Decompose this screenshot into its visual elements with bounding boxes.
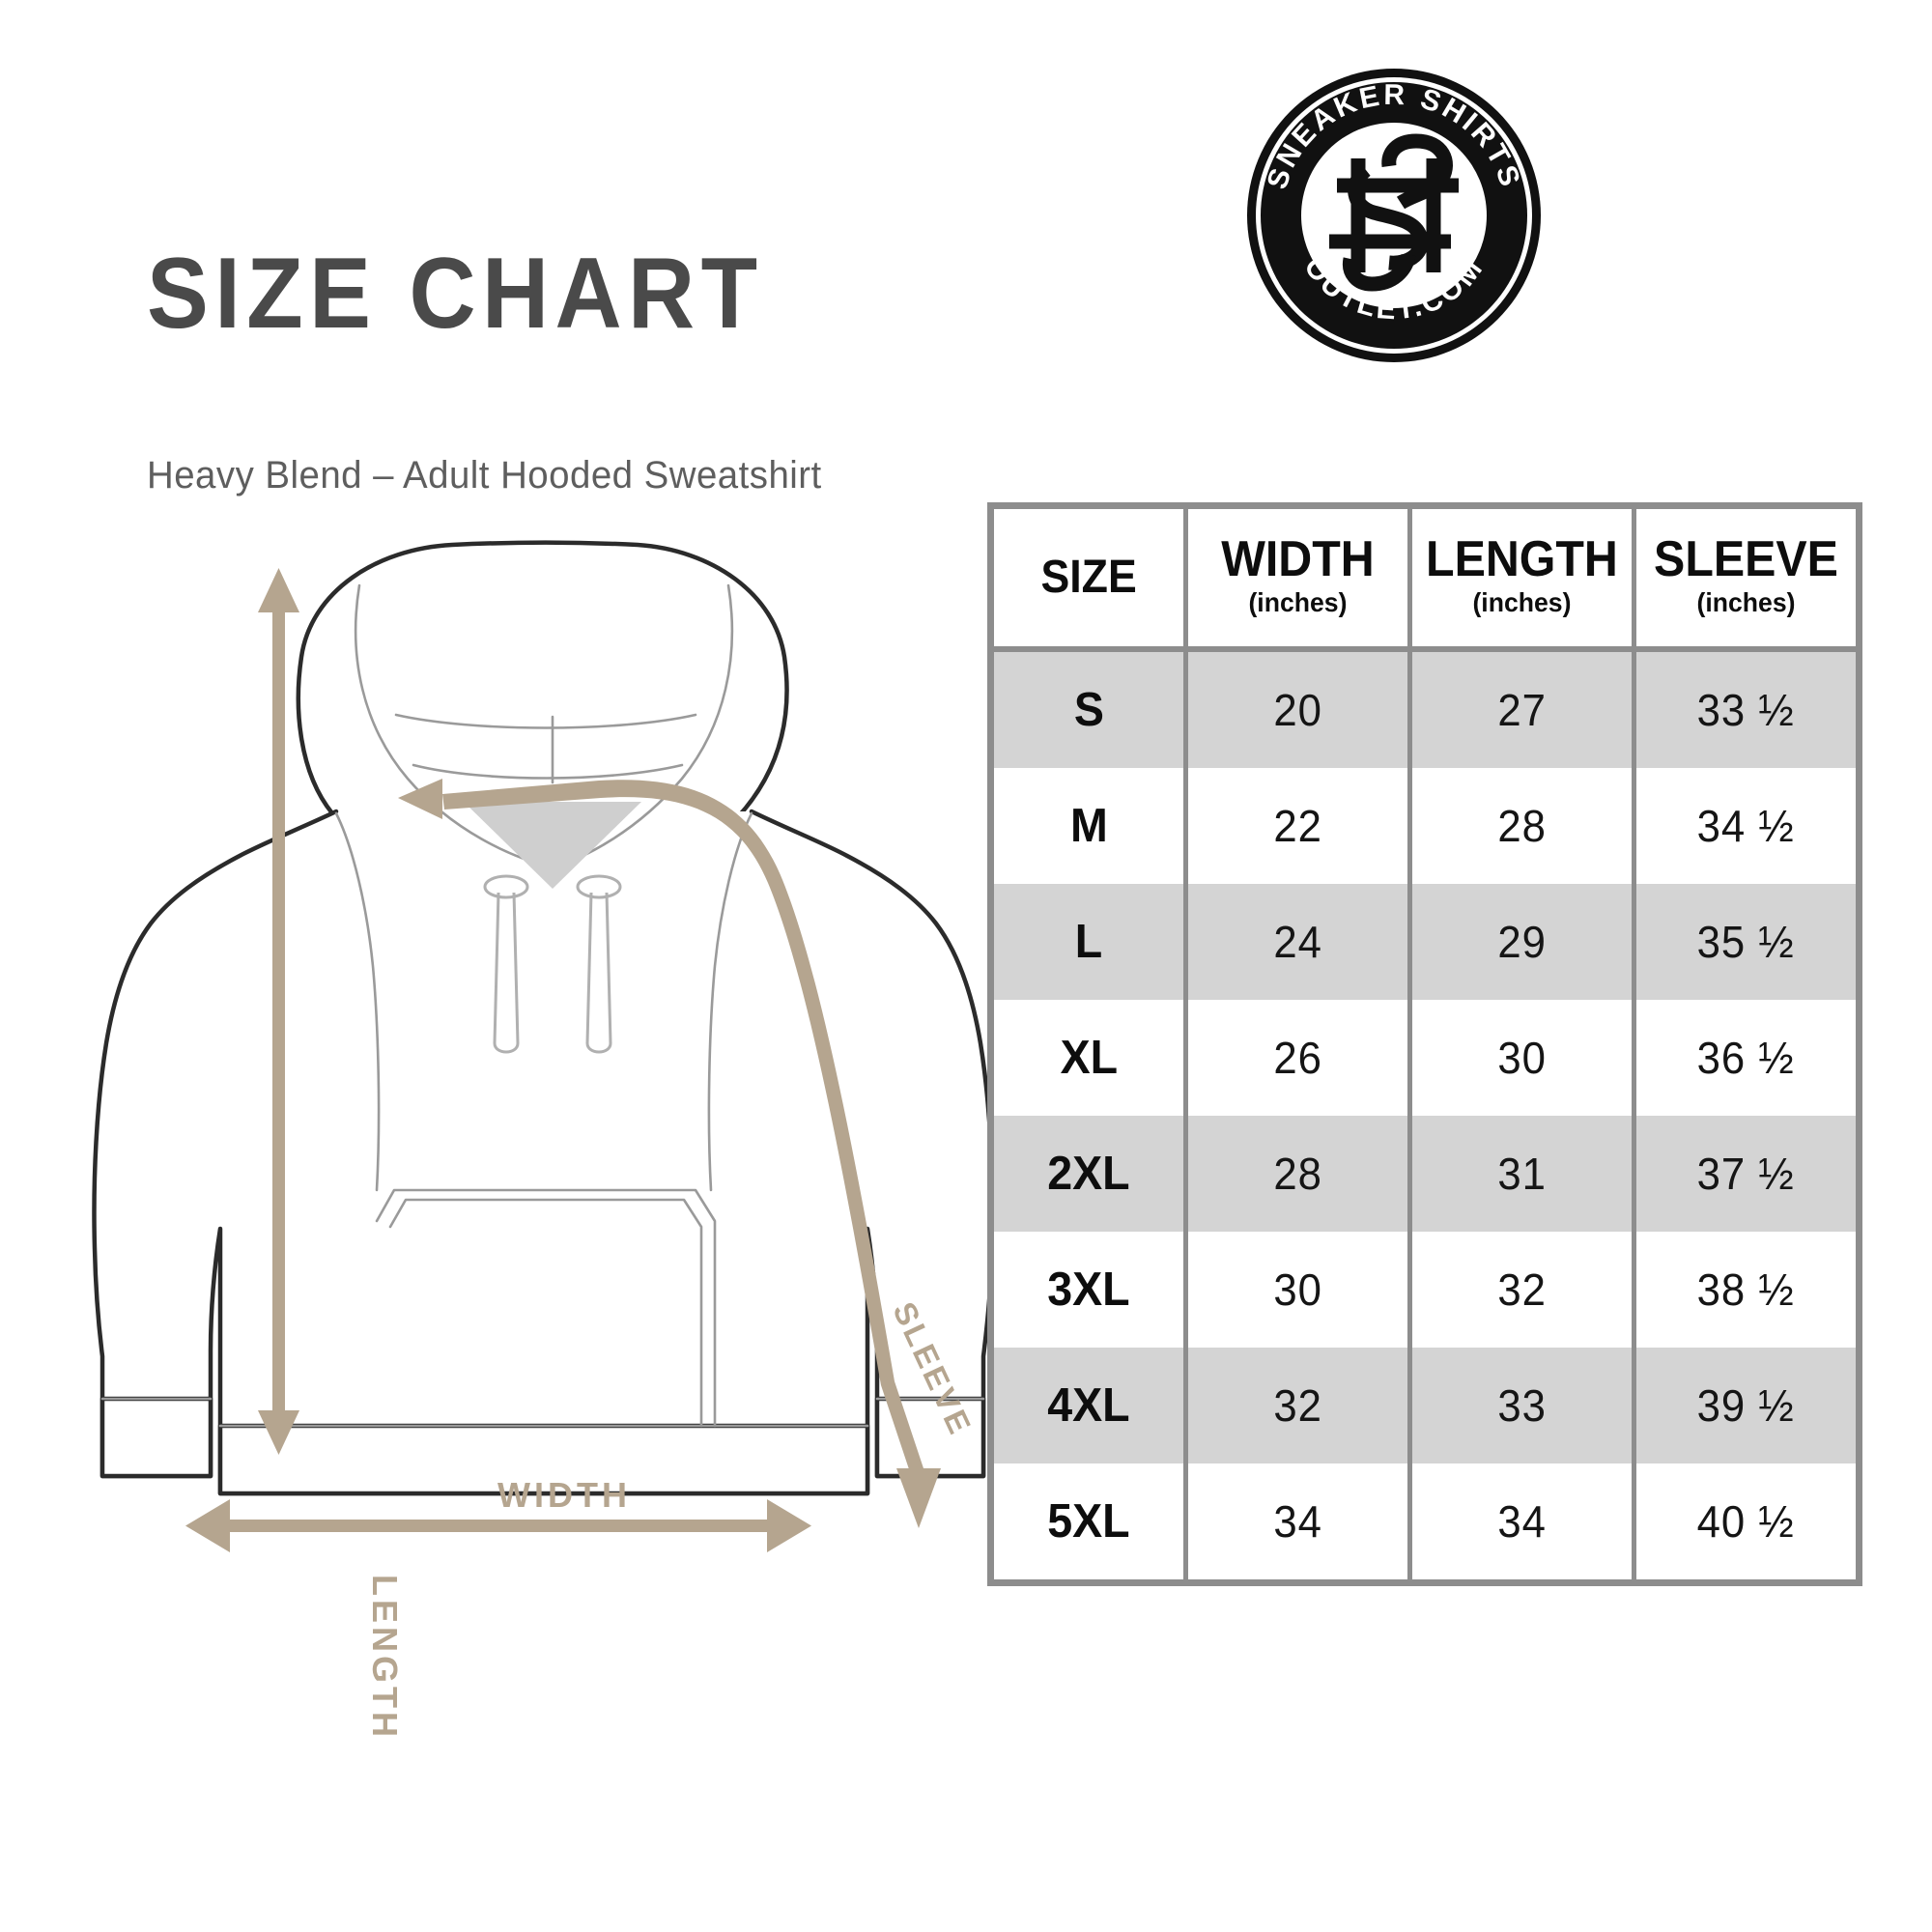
length-measure-label: LENGTH	[365, 1575, 405, 1741]
cell-size: 4XL	[994, 1348, 1184, 1463]
cell-sleeve: 38 ½	[1632, 1232, 1856, 1348]
logo-monogram	[1329, 133, 1459, 292]
cell-size: L	[994, 884, 1184, 1000]
table-row: 2XL 28 31 37 ½	[994, 1116, 1856, 1232]
size-table-body: S 20 27 33 ½ M 22 28 34 ½ L 24 29 35 ½ XL 26 30 36 ½ 2XL…	[994, 652, 1856, 1579]
cell-width: 22	[1183, 768, 1408, 884]
column-header-length-label: LENGTH	[1426, 531, 1618, 588]
table-row: 4XL 32 33 39 ½	[994, 1348, 1856, 1463]
column-header-sleeve-label: SLEEVE	[1654, 531, 1838, 588]
column-header-width-label: WIDTH	[1221, 531, 1375, 588]
cell-width: 28	[1183, 1116, 1408, 1232]
cell-size: XL	[994, 1000, 1184, 1116]
cell-size: 2XL	[994, 1116, 1184, 1232]
cell-length: 32	[1407, 1232, 1633, 1348]
size-table-container: SIZE WIDTH (inches) LENGTH (inches) SLEE…	[987, 502, 1862, 1586]
column-header-width-units: (inches)	[1248, 587, 1348, 618]
cell-size: M	[994, 768, 1184, 884]
column-header-width: WIDTH (inches)	[1183, 509, 1408, 652]
cell-size: S	[994, 652, 1184, 768]
table-row: L 24 29 35 ½	[994, 884, 1856, 1000]
cell-length: 31	[1407, 1116, 1633, 1232]
column-header-size: SIZE	[994, 509, 1184, 652]
cell-width: 30	[1183, 1232, 1408, 1348]
size-table: SIZE WIDTH (inches) LENGTH (inches) SLEE…	[987, 502, 1862, 1586]
column-header-sleeve-units: (inches)	[1696, 587, 1796, 618]
page-title: SIZE CHART	[147, 238, 764, 350]
cell-length: 33	[1407, 1348, 1633, 1463]
cell-length: 27	[1407, 652, 1633, 768]
column-header-size-label: SIZE	[1040, 551, 1137, 603]
table-row: 5XL 34 34 40 ½	[994, 1463, 1856, 1579]
cell-sleeve: 36 ½	[1632, 1000, 1856, 1116]
cell-sleeve: 39 ½	[1632, 1348, 1856, 1463]
cell-width: 20	[1183, 652, 1408, 768]
page-subtitle: Heavy Blend – Adult Hooded Sweatshirt	[147, 454, 822, 497]
cell-width: 24	[1183, 884, 1408, 1000]
cell-length: 28	[1407, 768, 1633, 884]
width-measure-label: WIDTH	[497, 1475, 631, 1515]
table-row: M 22 28 34 ½	[994, 768, 1856, 884]
column-header-length-units: (inches)	[1472, 587, 1572, 618]
cell-sleeve: 34 ½	[1632, 768, 1856, 884]
cell-sleeve: 37 ½	[1632, 1116, 1856, 1232]
measurement-arrows	[185, 568, 941, 1552]
cell-length: 30	[1407, 1000, 1633, 1116]
column-header-sleeve: SLEEVE (inches)	[1632, 509, 1856, 652]
cell-sleeve: 33 ½	[1632, 652, 1856, 768]
hoodie-illustration: WIDTH LENGTH SLEEVE	[58, 502, 1043, 1741]
cell-sleeve: 40 ½	[1632, 1463, 1856, 1579]
cell-length: 34	[1407, 1463, 1633, 1579]
cell-length: 29	[1407, 884, 1633, 1000]
cell-sleeve: 35 ½	[1632, 884, 1856, 1000]
table-row: S 20 27 33 ½	[994, 652, 1856, 768]
cell-size: 3XL	[994, 1232, 1184, 1348]
table-header-row: SIZE WIDTH (inches) LENGTH (inches) SLEE…	[994, 509, 1856, 652]
column-header-length: LENGTH (inches)	[1407, 509, 1633, 652]
cell-width: 26	[1183, 1000, 1408, 1116]
brand-logo: SNEAKER SHIRTS OUTLET.COM	[1244, 66, 1544, 365]
cell-size: 5XL	[994, 1463, 1184, 1579]
table-row: 3XL 30 32 38 ½	[994, 1232, 1856, 1348]
cell-width: 34	[1183, 1463, 1408, 1579]
size-table-head: SIZE WIDTH (inches) LENGTH (inches) SLEE…	[994, 509, 1856, 652]
table-row: XL 26 30 36 ½	[994, 1000, 1856, 1116]
cell-width: 32	[1183, 1348, 1408, 1463]
